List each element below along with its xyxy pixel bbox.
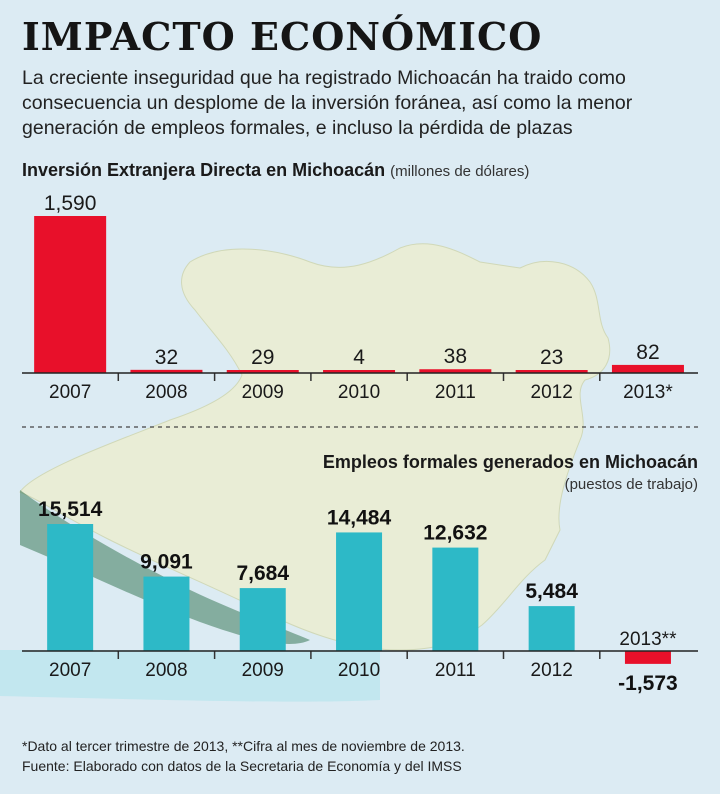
bar-employment-3 (336, 532, 383, 651)
bar-investment-1 (130, 369, 203, 373)
tick-label-investment-0: 2007 (49, 382, 91, 403)
bar-employment-6 (624, 651, 671, 664)
chart1-unit: (millones de dólares) (390, 163, 530, 180)
chart1-title-block: Inversión Extranjera Directa en Michoacá… (22, 160, 529, 181)
bar-investment-2 (226, 370, 299, 373)
bar-employment-1 (143, 576, 190, 651)
tick-label-investment-2: 2009 (242, 382, 284, 403)
tick-label-employment-5: 2012 (531, 660, 573, 681)
value-label-employment-6: -1,573 (618, 672, 678, 695)
bar-employment-2 (239, 588, 286, 651)
tick-label-employment-3: 2010 (338, 660, 380, 681)
tick-label-investment-6: 2013* (623, 382, 673, 403)
value-label-employment-3: 14,484 (327, 506, 392, 529)
footnotes: *Dato al tercer trimestre de 2013, **Cif… (22, 736, 465, 776)
bar-investment-3 (323, 370, 396, 373)
value-label-employment-2: 7,684 (236, 562, 289, 585)
bar-investment-5 (515, 370, 588, 373)
bar-employment-4 (432, 547, 479, 651)
value-label-investment-1: 32 (155, 346, 178, 369)
value-label-employment-4: 12,632 (423, 522, 487, 545)
page-title: IMPACTO ECONÓMICO (22, 14, 543, 59)
bar-investment-4 (419, 369, 492, 373)
tick-label-employment-1: 2008 (145, 660, 187, 681)
ocean-band (0, 650, 380, 702)
value-label-employment-5: 5,484 (525, 580, 578, 603)
intro-text: La creciente inseguridad que ha registra… (22, 67, 633, 139)
chart2-unit: (puestos de trabajo) (564, 476, 698, 493)
footnote-note: *Dato al tercer trimestre de 2013, **Cif… (22, 738, 465, 754)
tick-label-employment-2: 2009 (242, 660, 284, 681)
value-label-investment-2: 29 (251, 346, 274, 369)
bar-investment-6 (611, 364, 684, 373)
tick-label-employment-0: 2007 (49, 660, 91, 681)
bar-employment-0 (47, 524, 94, 651)
value-label-investment-4: 38 (444, 345, 467, 368)
footnote-source: Fuente: Elaborado con datos de la Secret… (22, 758, 462, 774)
tick-label-employment-6: 2013** (619, 629, 677, 650)
value-label-investment-0: 1,590 (44, 192, 97, 215)
value-label-employment-0: 15,514 (38, 498, 103, 521)
tick-label-investment-1: 2008 (145, 382, 187, 403)
value-label-employment-1: 9,091 (140, 551, 193, 574)
tick-label-investment-3: 2010 (338, 382, 380, 403)
chart2-title: Empleos formales generados en Michoacán (322, 452, 698, 472)
value-label-investment-6: 82 (636, 341, 659, 364)
bar-employment-5 (528, 606, 575, 651)
chart1-title: Inversión Extranjera Directa en Michoacá… (22, 160, 386, 180)
tick-label-investment-5: 2012 (531, 382, 573, 403)
value-label-investment-5: 23 (540, 346, 563, 369)
tick-label-investment-4: 2011 (435, 382, 476, 403)
value-label-investment-3: 4 (353, 346, 365, 369)
tick-label-employment-4: 2011 (435, 660, 476, 681)
bar-investment-0 (34, 216, 107, 373)
